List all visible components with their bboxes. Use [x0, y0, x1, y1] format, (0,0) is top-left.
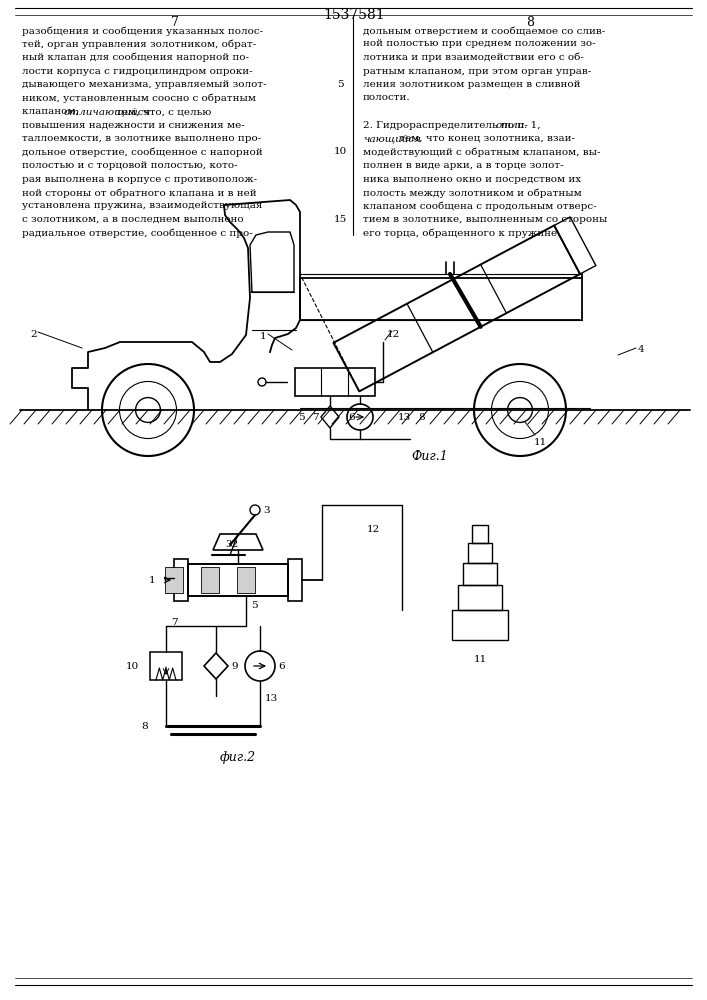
- Bar: [201, 567, 219, 593]
- Text: полостью и с торцовой полостью, кото-: полостью и с торцовой полостью, кото-: [22, 161, 238, 170]
- Text: дольным отверстием и сообщаемое со слив-: дольным отверстием и сообщаемое со слив-: [363, 26, 605, 35]
- Text: 2. Гидрораспределитель по п. 1,: 2. Гидрораспределитель по п. 1,: [363, 120, 544, 129]
- Text: 7: 7: [171, 618, 177, 627]
- Text: его торца, обращенного к пружине.: его торца, обращенного к пружине.: [363, 229, 561, 238]
- Text: 7: 7: [312, 413, 319, 422]
- Text: установлена пружина, взаимодействующая: установлена пружина, взаимодействующая: [22, 202, 262, 211]
- Text: 9: 9: [231, 662, 238, 671]
- Text: ный клапан для сообщения напорной по-: ный клапан для сообщения напорной по-: [22, 53, 249, 62]
- Text: 10: 10: [334, 147, 346, 156]
- Text: повышения надежности и снижения ме-: повышения надежности и снижения ме-: [22, 120, 245, 129]
- Text: 8: 8: [418, 413, 425, 422]
- Text: 6: 6: [348, 413, 355, 422]
- Text: разобщения и сообщения указанных полос-: разобщения и сообщения указанных полос-: [22, 26, 263, 35]
- Bar: [174, 559, 188, 601]
- Text: полость между золотником и обратным: полость между золотником и обратным: [363, 188, 582, 198]
- Text: тием в золотнике, выполненным со стороны: тием в золотнике, выполненным со стороны: [363, 215, 607, 224]
- Text: 1: 1: [260, 332, 267, 341]
- Text: 8: 8: [141, 722, 148, 731]
- Text: ления золотником размещен в сливной: ления золотником размещен в сливной: [363, 80, 580, 89]
- Text: ника выполнено окно и посредством их: ника выполнено окно и посредством их: [363, 174, 581, 184]
- Text: тем, что, с целью: тем, что, с целью: [113, 107, 211, 116]
- Text: тей, орган управления золотником, обрат-: тей, орган управления золотником, обрат-: [22, 39, 256, 49]
- Bar: [165, 567, 183, 593]
- Bar: [237, 567, 255, 593]
- Text: 5: 5: [298, 413, 305, 422]
- Text: клапаном,: клапаном,: [22, 107, 82, 116]
- Text: 6: 6: [278, 662, 285, 671]
- Text: 10: 10: [126, 662, 139, 671]
- Text: клапаном сообщена с продольным отверс-: клапаном сообщена с продольным отверс-: [363, 202, 597, 211]
- Text: лотника и при взаимодействии его с об-: лотника и при взаимодействии его с об-: [363, 53, 584, 62]
- Bar: [295, 368, 375, 396]
- Bar: [458, 585, 502, 610]
- Text: полости.: полости.: [363, 94, 411, 103]
- Text: 5: 5: [337, 80, 344, 89]
- Bar: [452, 610, 508, 640]
- Bar: [468, 543, 492, 563]
- Text: 11: 11: [534, 438, 547, 447]
- Text: радиальное отверстие, сообщенное с про-: радиальное отверстие, сообщенное с про-: [22, 229, 252, 238]
- Text: 5: 5: [251, 601, 257, 610]
- Text: 13: 13: [265, 694, 279, 703]
- Text: 8: 8: [526, 16, 534, 29]
- Bar: [463, 563, 497, 585]
- Text: таллоемкости, в золотнике выполнено про-: таллоемкости, в золотнике выполнено про-: [22, 134, 262, 143]
- Text: отли-: отли-: [496, 120, 529, 129]
- Text: 1: 1: [149, 576, 156, 585]
- Text: рая выполнена в корпусе с противополож-: рая выполнена в корпусе с противополож-: [22, 174, 257, 184]
- Text: 3: 3: [263, 506, 269, 515]
- Text: 2: 2: [30, 330, 37, 339]
- Text: дольное отверстие, сообщенное с напорной: дольное отверстие, сообщенное с напорной: [22, 147, 262, 157]
- Text: 11: 11: [474, 655, 486, 664]
- Bar: [150, 652, 182, 680]
- Text: 13: 13: [398, 413, 411, 422]
- Text: 7: 7: [171, 16, 179, 29]
- Bar: [472, 525, 488, 543]
- Text: 12: 12: [387, 330, 400, 339]
- Text: 32: 32: [225, 540, 238, 549]
- Text: полнен в виде арки, а в торце золот-: полнен в виде арки, а в торце золот-: [363, 161, 563, 170]
- Text: 12: 12: [367, 525, 380, 534]
- Text: дывающего механизма, управляемый золот-: дывающего механизма, управляемый золот-: [22, 80, 267, 89]
- Text: Фиг.1: Фиг.1: [411, 450, 448, 463]
- Text: 15: 15: [334, 215, 346, 224]
- Bar: [188, 564, 288, 596]
- Text: тем, что конец золотника, взаи-: тем, что конец золотника, взаи-: [396, 134, 575, 143]
- Text: модействующий с обратным клапаном, вы-: модействующий с обратным клапаном, вы-: [363, 147, 600, 157]
- Text: ной стороны от обратного клапана и в ней: ной стороны от обратного клапана и в ней: [22, 188, 257, 198]
- Text: лости корпуса с гидроцилиндром опроки-: лости корпуса с гидроцилиндром опроки-: [22, 66, 252, 76]
- Bar: [288, 559, 302, 601]
- Text: ратным клапаном, при этом орган управ-: ратным клапаном, при этом орган управ-: [363, 66, 591, 76]
- Text: 1537581: 1537581: [323, 8, 385, 22]
- Text: ником, установленным соосно с обратным: ником, установленным соосно с обратным: [22, 94, 256, 103]
- Text: ной полостью при среднем положении зо-: ной полостью при среднем положении зо-: [363, 39, 595, 48]
- Text: 4: 4: [638, 345, 645, 354]
- Text: фиг.2: фиг.2: [220, 751, 256, 764]
- Text: отличающийся: отличающийся: [64, 107, 151, 116]
- Text: с золотником, а в последнем выполнено: с золотником, а в последнем выполнено: [22, 215, 244, 224]
- Text: чающийся: чающийся: [363, 134, 421, 143]
